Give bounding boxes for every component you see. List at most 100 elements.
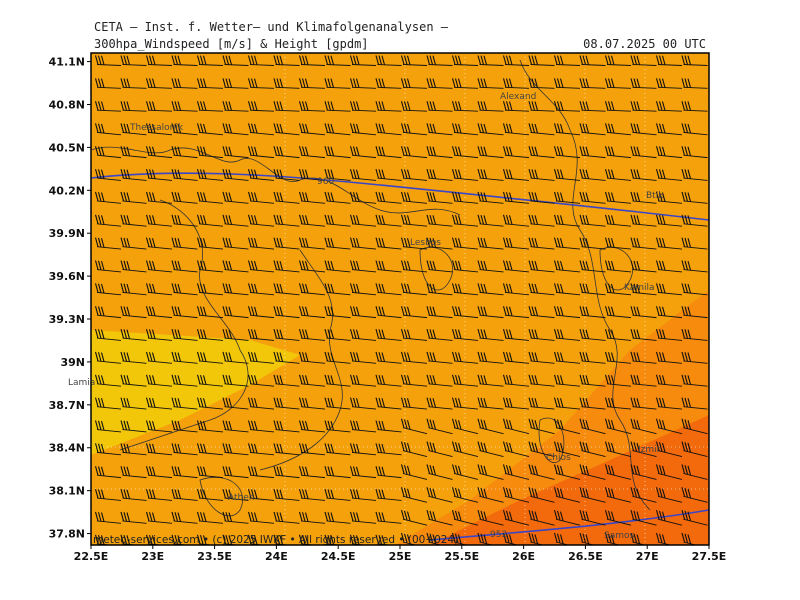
wind-barb (477, 418, 504, 435)
wind-barb (502, 306, 530, 319)
wind-barb (400, 191, 428, 204)
wind-barb (400, 78, 428, 89)
wind-barb (349, 191, 377, 204)
wind-barb (630, 283, 657, 296)
wind-barb (273, 351, 300, 364)
wind-barb (630, 509, 657, 526)
wind-barb (400, 487, 428, 503)
wind-barb (247, 283, 275, 296)
wind-barb (426, 532, 443, 545)
wind-barb (145, 374, 173, 387)
wind-barb (630, 168, 657, 181)
wind-barb (171, 283, 198, 296)
wind-barb (222, 101, 249, 112)
wind-barb (553, 487, 581, 503)
wind-barb (604, 306, 632, 319)
wind-barb (349, 351, 377, 364)
x-tick-label: 26E (512, 550, 535, 563)
wind-barb (196, 214, 224, 227)
wind-barb (579, 328, 606, 341)
wind-barb (94, 443, 122, 456)
wind-barb (579, 441, 606, 458)
wind-barb (273, 146, 300, 159)
wind-barb (655, 487, 683, 503)
wind-barb (145, 420, 173, 433)
wind-barb (171, 511, 198, 524)
wind-barb (94, 55, 122, 66)
wind-barb (222, 123, 249, 136)
wind-barb (120, 237, 147, 250)
wind-barb (145, 397, 173, 410)
wind-barb (273, 101, 300, 112)
wind-barb (502, 441, 530, 458)
place-labels: Alexand Thessalonik Btik Lamia Athen Chi… (68, 92, 664, 541)
wind-barb (451, 146, 479, 159)
height-contour-952 (429, 509, 709, 541)
wind-barb (477, 237, 504, 250)
wind-barb (426, 191, 453, 204)
wind-barb (145, 146, 173, 159)
wind-barb (451, 532, 468, 545)
wind-barb (222, 237, 249, 250)
wind-barb (604, 487, 632, 503)
wind-barb (681, 78, 708, 89)
wind-barb (502, 55, 530, 66)
wind-barb (298, 78, 326, 89)
wind-barb (502, 351, 530, 364)
wind-barb (145, 123, 173, 136)
wind-barb (273, 443, 300, 456)
wind-barb (528, 168, 555, 181)
wind-barb (120, 260, 147, 273)
wind-barb (528, 532, 545, 545)
wind-barb (400, 237, 428, 250)
wind-barb (630, 397, 657, 410)
wind-barb (655, 101, 683, 112)
wind-barb (426, 397, 453, 410)
wind-barb (298, 351, 326, 364)
wind-barb (273, 191, 300, 204)
wind-barb (324, 397, 351, 410)
wind-barb (553, 237, 581, 250)
wind-barb (655, 260, 683, 273)
wind-barb (94, 420, 122, 433)
wind-barb (451, 374, 479, 387)
wind-barb (247, 260, 275, 273)
wind-barb (273, 511, 300, 524)
wind-barb (324, 488, 351, 501)
wind-barb (375, 237, 402, 250)
wind-barb (196, 101, 224, 112)
wind-barb (298, 260, 326, 273)
band-yellow (91, 330, 300, 455)
wind-barb (298, 420, 326, 433)
wind-barb (579, 374, 606, 387)
wind-barb (681, 123, 708, 136)
wind-barb (502, 374, 530, 387)
wind-barb (120, 397, 147, 410)
wind-barb (349, 214, 377, 227)
wind-barb (120, 351, 147, 364)
wind-barb (298, 443, 326, 456)
wind-barb (579, 260, 606, 273)
wind-barb (553, 441, 581, 458)
wind-barb (324, 168, 351, 181)
wind-barb (171, 328, 198, 341)
wind-barb (247, 511, 275, 524)
wind-barb (502, 214, 530, 227)
wind-barb (604, 191, 632, 204)
wind-barb (604, 237, 632, 250)
wind-barb (553, 351, 581, 364)
wind-barb (630, 146, 657, 159)
wind-barb (604, 509, 632, 526)
wind-barb (451, 214, 479, 227)
wind-barb (196, 420, 224, 433)
wind-barb (222, 374, 249, 387)
wind-barb (579, 487, 606, 503)
wind-barb (94, 351, 122, 364)
wind-barb (298, 237, 326, 250)
wind-barb (247, 397, 275, 410)
wind-barb (579, 532, 596, 545)
wind-barb (426, 260, 453, 273)
wind-barb (349, 283, 377, 296)
x-tick-label: 23.5E (197, 550, 232, 563)
wind-barb (553, 260, 581, 273)
